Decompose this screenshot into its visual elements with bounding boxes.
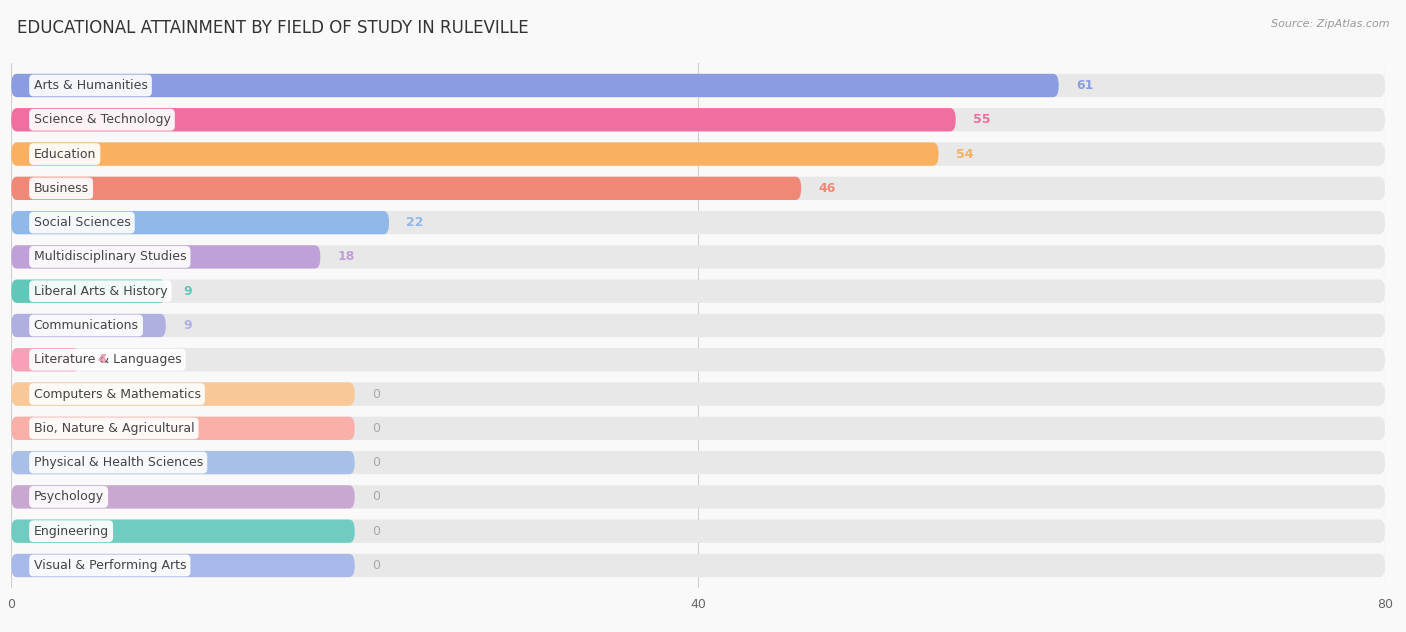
FancyBboxPatch shape [11, 314, 166, 337]
FancyBboxPatch shape [11, 211, 389, 234]
FancyBboxPatch shape [11, 348, 80, 372]
FancyBboxPatch shape [11, 177, 1385, 200]
Text: 4: 4 [97, 353, 105, 367]
FancyBboxPatch shape [11, 177, 801, 200]
FancyBboxPatch shape [11, 520, 1385, 543]
FancyBboxPatch shape [11, 279, 1385, 303]
FancyBboxPatch shape [11, 348, 1385, 372]
Text: Social Sciences: Social Sciences [34, 216, 131, 229]
Text: 46: 46 [818, 182, 835, 195]
FancyBboxPatch shape [11, 108, 1385, 131]
FancyBboxPatch shape [11, 485, 1385, 509]
FancyBboxPatch shape [11, 74, 1059, 97]
FancyBboxPatch shape [11, 142, 1385, 166]
Text: Source: ZipAtlas.com: Source: ZipAtlas.com [1271, 19, 1389, 29]
Text: Liberal Arts & History: Liberal Arts & History [34, 284, 167, 298]
Text: Psychology: Psychology [34, 490, 104, 504]
Text: 9: 9 [183, 284, 191, 298]
Text: 22: 22 [406, 216, 423, 229]
Text: Communications: Communications [34, 319, 139, 332]
FancyBboxPatch shape [11, 554, 1385, 577]
Text: 0: 0 [371, 490, 380, 504]
FancyBboxPatch shape [11, 451, 354, 474]
Text: Visual & Performing Arts: Visual & Performing Arts [34, 559, 186, 572]
Text: Physical & Health Sciences: Physical & Health Sciences [34, 456, 202, 469]
FancyBboxPatch shape [11, 245, 1385, 269]
FancyBboxPatch shape [11, 485, 354, 509]
Text: Computers & Mathematics: Computers & Mathematics [34, 387, 201, 401]
Text: 0: 0 [371, 525, 380, 538]
Text: 61: 61 [1076, 79, 1094, 92]
Text: Arts & Humanities: Arts & Humanities [34, 79, 148, 92]
FancyBboxPatch shape [11, 314, 1385, 337]
Text: 54: 54 [956, 147, 973, 161]
Text: 55: 55 [973, 113, 990, 126]
Text: Multidisciplinary Studies: Multidisciplinary Studies [34, 250, 186, 264]
Text: 18: 18 [337, 250, 354, 264]
FancyBboxPatch shape [11, 245, 321, 269]
FancyBboxPatch shape [11, 554, 354, 577]
Text: 0: 0 [371, 387, 380, 401]
FancyBboxPatch shape [11, 416, 1385, 440]
Text: 9: 9 [183, 319, 191, 332]
FancyBboxPatch shape [11, 279, 166, 303]
Text: Literature & Languages: Literature & Languages [34, 353, 181, 367]
Text: Education: Education [34, 147, 96, 161]
FancyBboxPatch shape [11, 211, 1385, 234]
FancyBboxPatch shape [11, 108, 956, 131]
FancyBboxPatch shape [11, 382, 1385, 406]
FancyBboxPatch shape [11, 142, 938, 166]
Text: 0: 0 [371, 559, 380, 572]
Text: 0: 0 [371, 422, 380, 435]
Text: Business: Business [34, 182, 89, 195]
Text: Bio, Nature & Agricultural: Bio, Nature & Agricultural [34, 422, 194, 435]
Text: 0: 0 [371, 456, 380, 469]
FancyBboxPatch shape [11, 382, 354, 406]
Text: Engineering: Engineering [34, 525, 108, 538]
Text: EDUCATIONAL ATTAINMENT BY FIELD OF STUDY IN RULEVILLE: EDUCATIONAL ATTAINMENT BY FIELD OF STUDY… [17, 19, 529, 37]
FancyBboxPatch shape [11, 520, 354, 543]
FancyBboxPatch shape [11, 416, 354, 440]
FancyBboxPatch shape [11, 451, 1385, 474]
FancyBboxPatch shape [11, 74, 1385, 97]
Text: Science & Technology: Science & Technology [34, 113, 170, 126]
